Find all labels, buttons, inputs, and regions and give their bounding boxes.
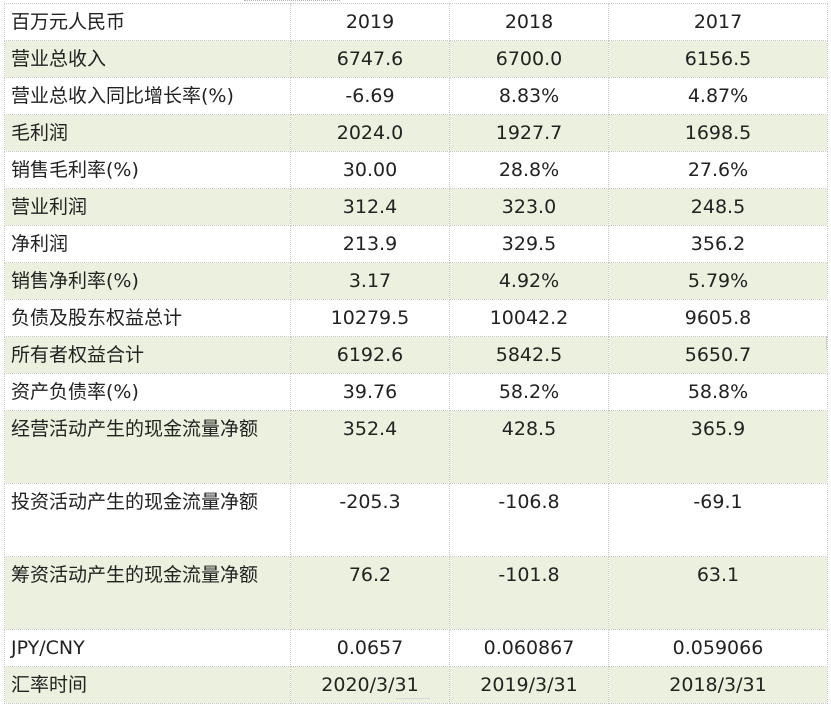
row-label-cell[interactable]: 汇率时间 [4,666,291,704]
value-cell[interactable]: 58.2% [449,373,609,411]
value-cell[interactable]: 0.060867 [449,629,609,667]
value-cell[interactable]: 63.1 [608,556,828,630]
value-cell[interactable]: -101.8 [449,556,609,630]
header-unit-cell[interactable]: 百万元人民币 [4,3,291,41]
value-cell[interactable]: 4.92% [449,262,609,300]
value-cell[interactable]: 1927.7 [449,114,609,152]
row-label-cell[interactable]: 经营活动产生的现金流量净额 [4,410,291,484]
value-cell[interactable]: 28.8% [449,151,609,189]
value-cell[interactable]: 8.83% [449,77,609,115]
table-row: 销售毛利率(%) 30.00 28.8% 27.6% [4,151,828,189]
value-cell[interactable]: 6747.6 [290,40,450,78]
table-row: JPY/CNY 0.0657 0.060867 0.059066 [4,629,828,667]
value-cell[interactable]: 2019/3/31 [449,666,609,704]
value-cell[interactable]: -106.8 [449,483,609,557]
row-label-cell[interactable]: 投资活动产生的现金流量净额 [4,483,291,557]
value-cell[interactable]: 10042.2 [449,299,609,337]
table-row: 营业总收入 6747.6 6700.0 6156.5 [4,40,828,78]
value-cell[interactable]: 0.059066 [608,629,828,667]
value-cell[interactable]: 428.5 [449,410,609,484]
table-row: 负债及股东权益总计 10279.5 10042.2 9605.8 [4,299,828,337]
table-row: 汇率时间 2020/3/31 2019/3/31 2018/3/31 [4,666,828,704]
value-cell[interactable]: 6700.0 [449,40,609,78]
table-row: 净利润 213.9 329.5 356.2 [4,225,828,263]
table-row: 营业利润 312.4 323.0 248.5 [4,188,828,226]
header-year-cell[interactable]: 2019 [290,3,450,41]
row-label-cell[interactable]: 负债及股东权益总计 [4,299,291,337]
row-label-cell[interactable]: 销售毛利率(%) [4,151,291,189]
value-cell[interactable]: 1698.5 [608,114,828,152]
scrollbar-edge-mark [826,336,831,350]
value-cell[interactable]: -6.69 [290,77,450,115]
row-label-cell[interactable]: 销售净利率(%) [4,262,291,300]
sheet-bottom-mark [396,698,430,707]
row-label-cell[interactable]: 所有者权益合计 [4,336,291,374]
selection-tick-mark [244,0,340,3]
value-cell[interactable]: 5842.5 [449,336,609,374]
header-year-cell[interactable]: 2017 [608,3,828,41]
value-cell[interactable]: 323.0 [449,188,609,226]
value-cell[interactable]: 10279.5 [290,299,450,337]
table-row: 筹资活动产生的现金流量净额 76.2 -101.8 63.1 [4,556,828,630]
header-year-cell[interactable]: 2018 [449,3,609,41]
row-label-cell[interactable]: 毛利润 [4,114,291,152]
value-cell[interactable]: 356.2 [608,225,828,263]
value-cell[interactable]: 39.76 [290,373,450,411]
value-cell[interactable]: 0.0657 [290,629,450,667]
value-cell[interactable]: 5.79% [608,262,828,300]
financial-summary-table: 百万元人民币 2019 2018 2017 营业总收入 6747.6 6700.… [4,3,828,704]
value-cell[interactable]: 213.9 [290,225,450,263]
value-cell[interactable]: 248.5 [608,188,828,226]
table-header-row: 百万元人民币 2019 2018 2017 [4,3,828,41]
table-row: 投资活动产生的现金流量净额 -205.3 -106.8 -69.1 [4,483,828,557]
value-cell[interactable]: 329.5 [449,225,609,263]
value-cell[interactable]: 2018/3/31 [608,666,828,704]
value-cell[interactable]: -205.3 [290,483,450,557]
value-cell[interactable]: 58.8% [608,373,828,411]
row-label-cell[interactable]: 资产负债率(%) [4,373,291,411]
value-cell[interactable]: 5650.7 [608,336,828,374]
value-cell[interactable]: 4.87% [608,77,828,115]
row-label-cell[interactable]: 净利润 [4,225,291,263]
table-row: 所有者权益合计 6192.6 5842.5 5650.7 [4,336,828,374]
value-cell[interactable]: 30.00 [290,151,450,189]
row-label-cell[interactable]: 营业总收入同比增长率(%) [4,77,291,115]
value-cell[interactable]: 2024.0 [290,114,450,152]
value-cell[interactable]: 6156.5 [608,40,828,78]
row-label-cell[interactable]: 筹资活动产生的现金流量净额 [4,556,291,630]
value-cell[interactable]: -69.1 [608,483,828,557]
value-cell[interactable]: 3.17 [290,262,450,300]
value-cell[interactable]: 365.9 [608,410,828,484]
row-label-cell[interactable]: 营业总收入 [4,40,291,78]
value-cell[interactable]: 2020/3/31 [290,666,450,704]
row-label-cell[interactable]: 营业利润 [4,188,291,226]
row-label-cell[interactable]: JPY/CNY [4,629,291,667]
table-row: 营业总收入同比增长率(%) -6.69 8.83% 4.87% [4,77,828,115]
table-row: 经营活动产生的现金流量净额 352.4 428.5 365.9 [4,410,828,484]
value-cell[interactable]: 76.2 [290,556,450,630]
value-cell[interactable]: 312.4 [290,188,450,226]
table-row: 毛利润 2024.0 1927.7 1698.5 [4,114,828,152]
table-row: 销售净利率(%) 3.17 4.92% 5.79% [4,262,828,300]
value-cell[interactable]: 6192.6 [290,336,450,374]
value-cell[interactable]: 9605.8 [608,299,828,337]
value-cell[interactable]: 352.4 [290,410,450,484]
value-cell[interactable]: 27.6% [608,151,828,189]
table-row: 资产负债率(%) 39.76 58.2% 58.8% [4,373,828,411]
